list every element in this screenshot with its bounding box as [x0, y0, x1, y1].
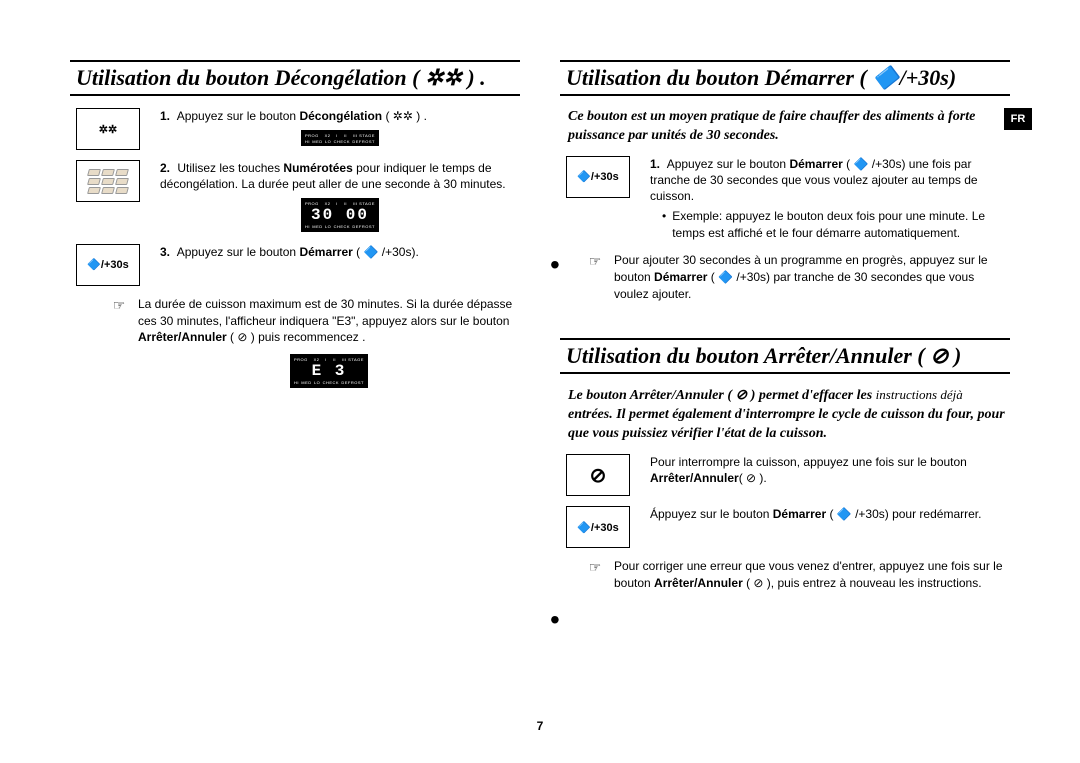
left-column: Utilisation du bouton Décongélation ( ✲✲… [70, 60, 520, 598]
note-icon: ☞ [586, 558, 604, 592]
stop-button-icon: ⊘ [566, 454, 630, 496]
bold-word: Numérotées [283, 161, 352, 175]
note-text: La durée de cuisson maximum est de 30 mi… [138, 297, 512, 328]
defrost-steps: ✲✲ 1. Appuyez sur le bouton Décongélatio… [76, 108, 520, 286]
start-button-icon: 🔷/+30s [566, 156, 630, 198]
step-text: Appuyez sur le bouton [667, 157, 790, 171]
start-button-icon: 🔷/+30s [76, 244, 140, 286]
display-3000: PROGX2IIIIII STAGE 30 00 HIMEDLOCHECKDEF… [301, 198, 379, 231]
bold-word: Démarrer [654, 270, 707, 284]
step-number: 3. [160, 245, 170, 259]
stop-row-2: 🔷/+30s Áppuyez sur le bouton Démarrer ( … [566, 506, 1010, 548]
note-icon: ☞ [110, 296, 128, 388]
bold-word: Arrêter/Annuler [654, 576, 743, 590]
step-text: ( 🔷 /+30s). [353, 245, 419, 259]
bold-word: Démarrer [789, 157, 842, 171]
bold-word: Démarrer [773, 507, 826, 521]
start-note: ☞ Pour ajouter 30 secondes à un programm… [586, 252, 1010, 302]
row-text: Pour interrompre la cuisson, appuyez une… [650, 455, 967, 469]
row-text: ( 🔷 /+30s) pour redémarrer. [826, 507, 981, 521]
bold-word: Arrêter/Annuler [138, 330, 227, 344]
defrost-step-2: 2. Utilisez les touches Numérotées pour … [76, 160, 520, 234]
right-column: Utilisation du bouton Démarrer ( 🔷/+30s)… [560, 60, 1010, 598]
defrost-step-1: ✲✲ 1. Appuyez sur le bouton Décongélatio… [76, 108, 520, 150]
numeric-keypad-icon [76, 160, 140, 202]
bold-word: Décongélation [299, 109, 382, 123]
start-button-icon: 🔷/+30s [566, 506, 630, 548]
defrost-note: ☞ La durée de cuisson maximum est de 30 … [110, 296, 520, 388]
step-text: Utilisez les touches [177, 161, 283, 175]
bold-word: Démarrer [299, 245, 352, 259]
manual-page: FR Utilisation du bouton Décongélation (… [0, 0, 1080, 763]
page-number: 7 [0, 719, 1080, 733]
language-tab: FR [1004, 108, 1032, 130]
display-e3: PROGX2IIIIII STAGE E 3 HIMEDLOCHECKDEFRO… [290, 354, 368, 388]
stop-note: ☞ Pour corriger une erreur que vous vene… [586, 558, 1010, 592]
note-icon: ☞ [586, 252, 604, 302]
note-text: ( ⊘ ) puis recommencez . [227, 330, 366, 344]
row-text: ( ⊘ ). [739, 471, 767, 485]
display-digits: E 3 [294, 363, 364, 381]
section-title-start: Utilisation du bouton Démarrer ( 🔷/+30s) [560, 60, 1010, 96]
start-intro: Ce bouton est un moyen pratique de faire… [568, 108, 1010, 146]
step-text: Appuyez sur le bouton [177, 245, 300, 259]
step-number: 1. [160, 109, 170, 123]
step-number: 1. [650, 157, 660, 171]
stop-row-1: ⊘ Pour interrompre la cuisson, appuyez u… [566, 454, 1010, 496]
start-example: Exemple: appuyez le bouton deux fois pou… [662, 208, 1010, 242]
note-text: ( ⊘ ), puis entrez à nouveau les instruc… [743, 576, 982, 590]
section-title-defrost: Utilisation du bouton Décongélation ( ✲✲… [70, 60, 520, 96]
two-column-layout: Utilisation du bouton Décongélation ( ✲✲… [70, 60, 1010, 598]
start-step-1: 🔷/+30s 1. Appuyez sur le bouton Démarrer… [566, 156, 1010, 242]
step-text: ( ✲✲ ) . [382, 109, 427, 123]
row-text: Áppuyez sur le bouton [650, 507, 773, 521]
bold-word: Arrêter/Annuler [650, 471, 739, 485]
section-title-stop: Utilisation du bouton Arrêter/Annuler ( … [560, 338, 1010, 374]
display-digits: 30 00 [305, 207, 375, 225]
step-text: Appuyez sur le bouton [177, 109, 300, 123]
stop-intro: Le bouton Arrêter/Annuler ( ⊘ ) permet d… [568, 386, 1010, 444]
defrost-step-3: 🔷/+30s 3. Appuyez sur le bouton Démarrer… [76, 244, 520, 286]
defrost-button-icon: ✲✲ [76, 108, 140, 150]
step-number: 2. [160, 161, 170, 175]
display-blank: PROGX2IIIIII STAGE HIMEDLOCHECKDEFROST [301, 130, 379, 146]
